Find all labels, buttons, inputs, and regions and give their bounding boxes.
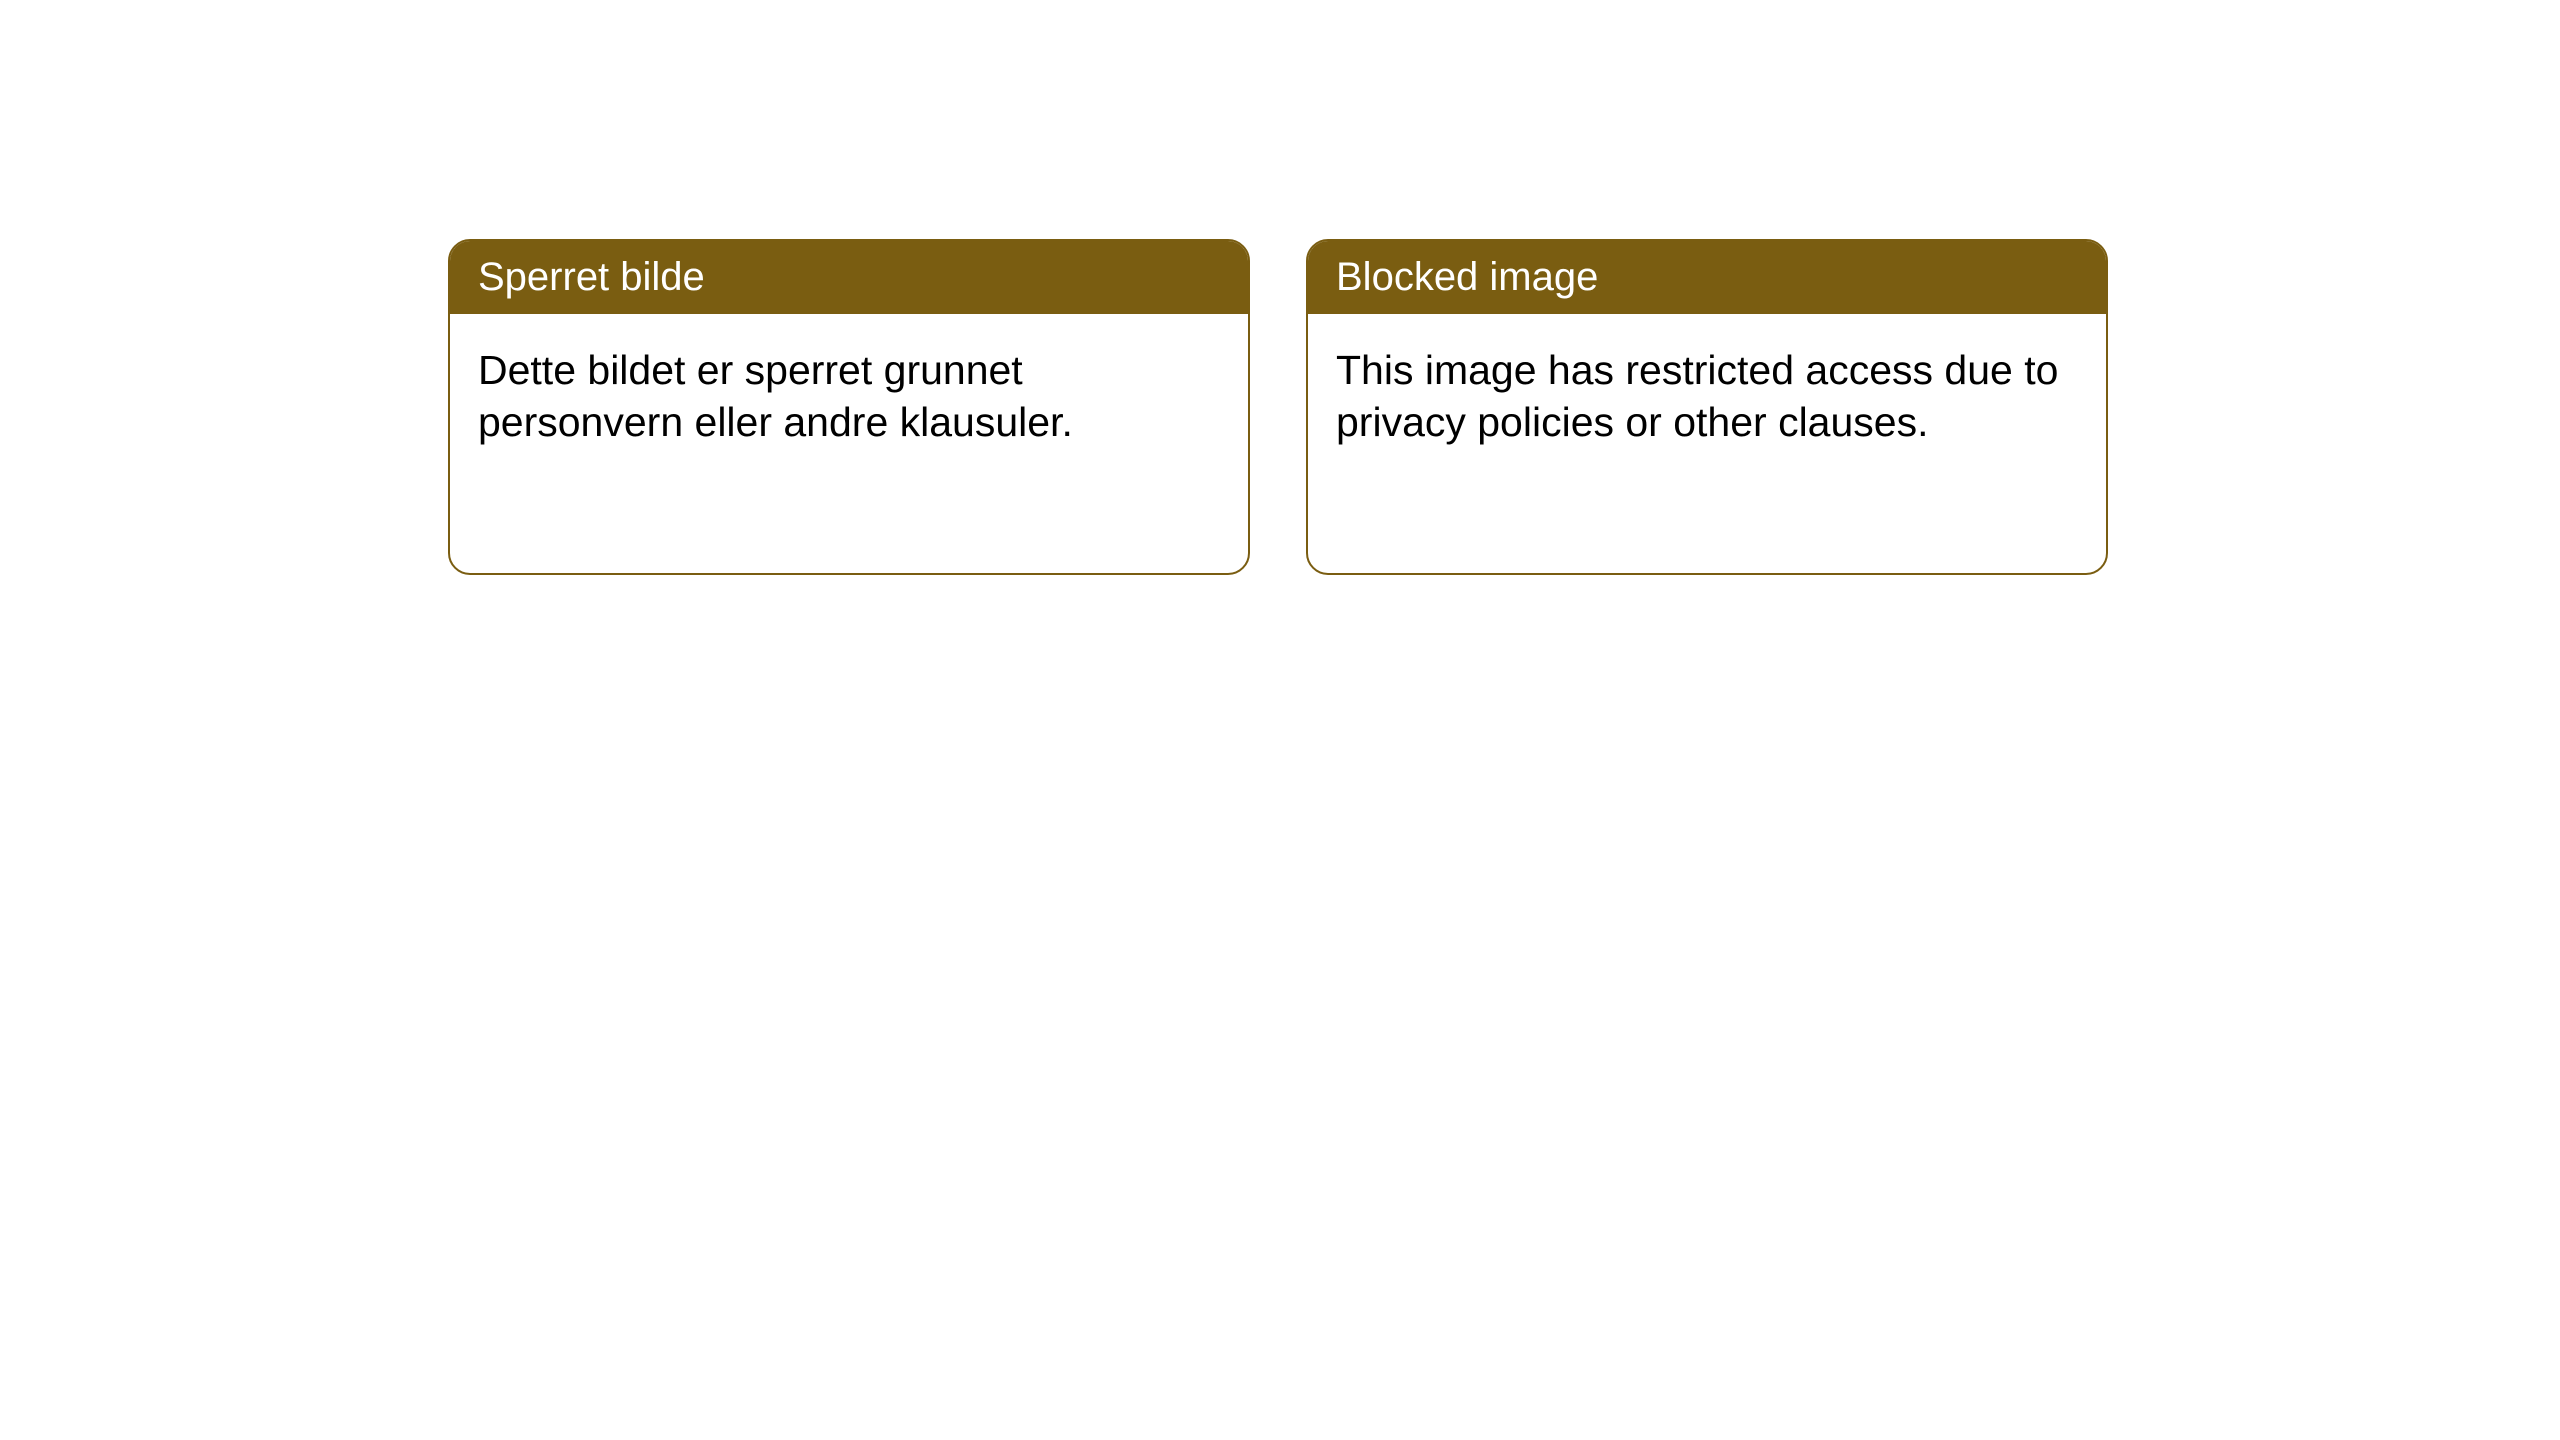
card-body-no: Dette bildet er sperret grunnet personve… — [450, 314, 1248, 479]
cards-container: Sperret bilde Dette bildet er sperret gr… — [448, 239, 2108, 575]
blocked-image-card-en: Blocked image This image has restricted … — [1306, 239, 2108, 575]
card-body-text-en: This image has restricted access due to … — [1336, 347, 2058, 445]
card-title-en: Blocked image — [1336, 255, 1598, 299]
card-header-en: Blocked image — [1308, 241, 2106, 314]
card-body-en: This image has restricted access due to … — [1308, 314, 2106, 479]
blocked-image-card-no: Sperret bilde Dette bildet er sperret gr… — [448, 239, 1250, 575]
card-body-text-no: Dette bildet er sperret grunnet personve… — [478, 347, 1073, 445]
card-header-no: Sperret bilde — [450, 241, 1248, 314]
card-title-no: Sperret bilde — [478, 255, 705, 299]
